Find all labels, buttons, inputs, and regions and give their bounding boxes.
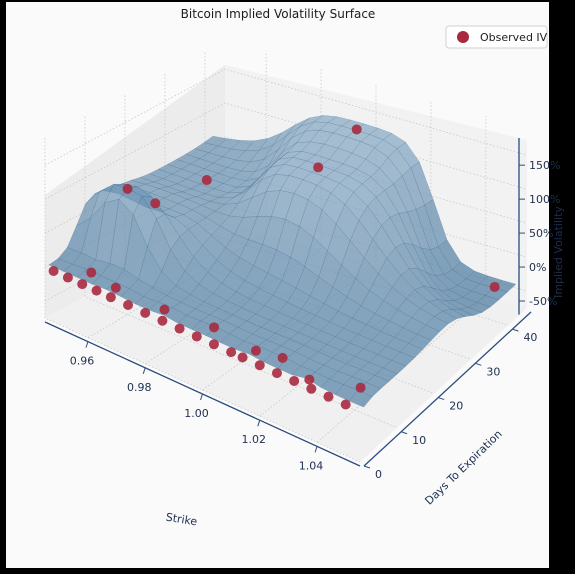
observed-iv-point-5 <box>105 292 116 303</box>
observed-iv-point-9 <box>159 304 170 315</box>
observed-iv-point-21 <box>289 375 300 386</box>
observed-iv-point-0 <box>48 265 59 276</box>
legend-marker-observed-iv <box>457 31 469 43</box>
observed-iv-point-31 <box>351 124 362 135</box>
observed-iv-point-6 <box>110 282 121 293</box>
axes: 0.96 0.98 1.00 1.02 1.04 0 10 20 30 40 -50% 0% 50% 10… <box>44 138 560 481</box>
observed-iv-point-22 <box>304 374 315 385</box>
surface-cell-21-11 <box>442 308 466 319</box>
y-tick-label-3: 30 <box>486 365 500 378</box>
grid-line-days-1 <box>84 116 398 429</box>
observed-iv-point-29 <box>201 175 212 186</box>
z-tick-label-4: 150% <box>529 159 560 172</box>
x-tick-0 <box>85 341 89 348</box>
surface-cell-21-4 <box>382 360 407 375</box>
observed-iv-point-17 <box>250 345 261 356</box>
y-tick-1 <box>400 431 408 435</box>
surface-cell-21-3 <box>374 367 398 382</box>
z-axis-title: Implied Volatility <box>552 206 565 298</box>
y-tick-4 <box>512 328 519 332</box>
observed-iv-markers <box>48 124 500 410</box>
grid-line-days-0 <box>44 138 361 463</box>
y-tick-3 <box>475 362 482 366</box>
z-tick-label-0: -50% <box>529 295 557 308</box>
surface-cell-21-7 <box>408 333 432 350</box>
x-tick-label-0: 0.96 <box>70 355 95 368</box>
y-tick-label-4: 40 <box>523 331 537 344</box>
legend: Observed IV <box>445 25 548 49</box>
observed-iv-point-11 <box>174 323 185 334</box>
observed-iv-point-1 <box>62 272 73 283</box>
x-tick-1 <box>142 367 146 374</box>
observed-iv-point-18 <box>254 360 265 371</box>
z-tick-label-3: 100% <box>529 193 560 206</box>
observed-iv-point-4 <box>91 285 102 296</box>
surface-cell-21-8 <box>416 324 441 341</box>
observed-iv-point-30 <box>313 162 324 173</box>
observed-iv-point-12 <box>191 331 202 342</box>
z-tick-label-2: 50% <box>529 227 553 240</box>
x-tick-label-4: 1.04 <box>299 459 324 472</box>
y-tick-0 <box>363 465 371 469</box>
x-tick-3 <box>257 420 261 427</box>
observed-iv-point-2 <box>77 279 88 290</box>
observed-iv-point-27 <box>122 183 133 194</box>
z-tick-label-1: 0% <box>529 261 546 274</box>
observed-iv-point-3 <box>86 267 97 278</box>
x-axis-title: Strike <box>165 511 198 529</box>
observed-iv-point-13 <box>209 322 220 333</box>
y-axis-line <box>363 311 532 467</box>
x-tick-2 <box>200 393 203 401</box>
legend-box <box>445 25 548 49</box>
grid-line-iv-4 <box>44 68 528 166</box>
observed-iv-point-24 <box>323 391 334 402</box>
volatility-surface <box>48 115 517 408</box>
observed-iv-point-32 <box>489 281 500 292</box>
y-tick-label-1: 10 <box>412 434 426 447</box>
observed-iv-point-20 <box>271 368 282 379</box>
observed-iv-point-25 <box>340 399 351 410</box>
legend-label-observed-iv: Observed IV <box>480 31 548 44</box>
observed-iv-point-8 <box>140 307 151 318</box>
surface-cell-21-0 <box>349 389 373 408</box>
surface-cell-21-10 <box>433 310 458 325</box>
y-tick-2 <box>438 397 445 401</box>
chart-title: Bitcoin Implied Volatility Surface <box>181 7 376 21</box>
x-tick-label-3: 1.02 <box>242 433 267 446</box>
x-tick-label-2: 1.00 <box>184 407 209 420</box>
observed-iv-point-15 <box>226 347 237 358</box>
observed-iv-point-19 <box>277 352 288 363</box>
x-tick-label-1: 0.98 <box>127 381 152 394</box>
observed-iv-point-16 <box>237 352 248 363</box>
observed-iv-point-10 <box>157 315 168 326</box>
grid-line-iv-3 <box>44 102 528 200</box>
surface-cell-21-9 <box>425 316 449 332</box>
grid-line-strike-0 <box>87 53 267 338</box>
x-tick-4 <box>314 446 318 453</box>
observed-iv-point-26 <box>355 382 366 393</box>
y-tick-label-0: 0 <box>375 468 382 481</box>
observed-iv-point-7 <box>123 300 134 311</box>
y-tick-label-2: 20 <box>449 400 463 413</box>
observed-iv-point-28 <box>150 198 161 209</box>
observed-iv-point-14 <box>208 339 219 350</box>
observed-iv-point-23 <box>306 383 317 394</box>
